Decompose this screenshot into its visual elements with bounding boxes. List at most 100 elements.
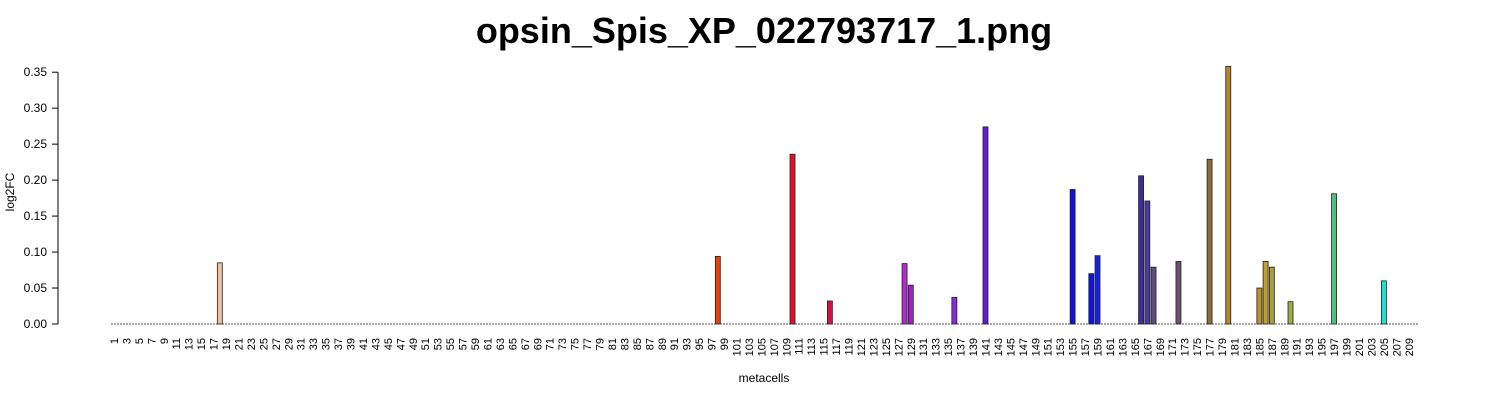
x-tick-label: 161 <box>1105 338 1117 356</box>
x-tick-label: 97 <box>707 338 719 350</box>
bar-metacell-141 <box>982 126 989 325</box>
x-tick-label: 129 <box>906 338 918 356</box>
bar-metacell-128 <box>901 263 908 325</box>
x-tick-label: 149 <box>1030 338 1042 356</box>
x-tick-label: 109 <box>781 338 793 356</box>
bar-metacell-205 <box>1380 280 1387 325</box>
x-tick-label: 99 <box>719 338 731 350</box>
x-tick-label: 117 <box>831 338 843 356</box>
x-tick-label: 87 <box>644 338 656 350</box>
x-tick-label: 123 <box>868 338 880 356</box>
bars <box>216 66 1387 325</box>
x-tick-label: 67 <box>520 338 532 350</box>
x-tick-label: 119 <box>844 338 856 356</box>
x-tick-label: 181 <box>1229 338 1241 356</box>
x-tick-label: 69 <box>532 338 544 350</box>
y-tick-label: 0.10 <box>24 245 48 259</box>
y-axis: 0.00 0.05 0.10 0.15 0.20 0.25 0.30 0.35 <box>24 65 59 331</box>
x-tick-label: 199 <box>1342 338 1354 356</box>
x-tick-label: 61 <box>482 338 494 350</box>
y-tick-label: 0.00 <box>24 317 48 331</box>
y-tick-label: 0.05 <box>24 281 48 295</box>
bar-metacell-18 <box>216 262 223 325</box>
bar-metacell-110 <box>789 153 796 325</box>
x-tick-label: 127 <box>893 338 905 356</box>
x-tick-label: 1 <box>109 338 121 344</box>
bar-metacell-187 <box>1268 266 1275 325</box>
x-tick-label: 5 <box>134 338 146 344</box>
x-tick-label: 137 <box>956 338 968 356</box>
x-tick-label: 125 <box>881 338 893 356</box>
x-tick-label: 155 <box>1068 338 1080 356</box>
x-tick-label: 139 <box>968 338 980 356</box>
x-tick-label: 167 <box>1142 338 1154 356</box>
x-tick-label: 101 <box>731 338 743 356</box>
x-axis: 1 3 5 7 9 11 13 15 17 19 21 23 25 27 29 31 33 35 37 39 41 43 4… <box>109 323 1418 356</box>
x-tick-label: 205 <box>1379 338 1391 356</box>
bar-metacell-159 <box>1094 255 1101 325</box>
x-tick-label: 203 <box>1366 338 1378 356</box>
x-tick-label: 73 <box>557 338 569 350</box>
x-tick-label: 15 <box>196 338 208 350</box>
x-tick-label: 187 <box>1267 338 1279 356</box>
chart-title: opsin_Spis_XP_022793717_1.png <box>476 10 1052 51</box>
x-tick-label: 171 <box>1167 338 1179 356</box>
x-tick-label: 177 <box>1205 338 1217 356</box>
x-tick-label: 189 <box>1279 338 1291 356</box>
x-axis-label: metacells <box>739 371 790 385</box>
x-tick-label: 91 <box>669 338 681 350</box>
bar-metacell-155 <box>1069 189 1076 325</box>
y-axis-label: log2FC <box>3 172 17 211</box>
x-tick-label: 133 <box>931 338 943 356</box>
x-tick-label: 11 <box>171 338 183 349</box>
x-tick-label: 157 <box>1080 338 1092 356</box>
x-tick-label: 201 <box>1354 338 1366 356</box>
x-tick-label: 179 <box>1217 338 1229 356</box>
x-tick-label: 49 <box>408 338 420 350</box>
x-tick-label: 3 <box>121 338 133 344</box>
x-tick-label: 75 <box>570 338 582 350</box>
x-tick-label: 71 <box>545 338 557 350</box>
x-tick-label: 27 <box>271 338 283 350</box>
y-tick-label: 0.35 <box>24 65 48 79</box>
x-tick-label: 17 <box>209 338 221 350</box>
x-tick-label: 163 <box>1117 338 1129 356</box>
bar-metacell-136 <box>951 296 958 325</box>
x-tick-label: 93 <box>682 338 694 350</box>
bar-metacell-158 <box>1088 273 1095 325</box>
x-tick-label: 31 <box>296 338 308 350</box>
x-tick-label: 77 <box>582 338 594 350</box>
x-tick-label: 105 <box>756 338 768 356</box>
bar-metacell-190 <box>1287 301 1294 325</box>
y-tick-label: 0.25 <box>24 137 48 151</box>
x-tick-label: 81 <box>607 338 619 350</box>
x-tick-label: 141 <box>980 338 992 356</box>
x-tick-label: 195 <box>1317 338 1329 356</box>
x-tick-label: 175 <box>1192 338 1204 356</box>
x-tick-label: 165 <box>1130 338 1142 356</box>
x-tick-label: 59 <box>470 338 482 350</box>
x-tick-label: 53 <box>433 338 445 350</box>
x-tick-label: 85 <box>632 338 644 350</box>
bar-metacell-116 <box>826 300 833 325</box>
bar-metacell-180 <box>1225 66 1232 325</box>
x-tick-label: 169 <box>1155 338 1167 356</box>
x-tick-label: 153 <box>1055 338 1067 356</box>
x-tick-label: 103 <box>744 338 756 356</box>
x-tick-label: 79 <box>595 338 607 350</box>
x-tick-label: 209 <box>1404 338 1416 356</box>
bar-metacell-185 <box>1256 287 1263 325</box>
x-tick-label: 35 <box>321 338 333 350</box>
x-tick-label: 121 <box>856 338 868 356</box>
bar-metacell-172 <box>1175 261 1182 325</box>
x-tick-label: 159 <box>1093 338 1105 356</box>
x-tick-label: 13 <box>184 338 196 350</box>
x-tick-label: 51 <box>420 338 432 350</box>
bar-metacell-168 <box>1150 266 1157 325</box>
x-tick-label: 57 <box>458 338 470 350</box>
x-tick-label: 131 <box>918 338 930 356</box>
y-tick-label: 0.20 <box>24 173 48 187</box>
x-tick-label: 41 <box>358 338 370 350</box>
x-tick-label: 183 <box>1242 338 1254 356</box>
x-tick-label: 63 <box>495 338 507 350</box>
